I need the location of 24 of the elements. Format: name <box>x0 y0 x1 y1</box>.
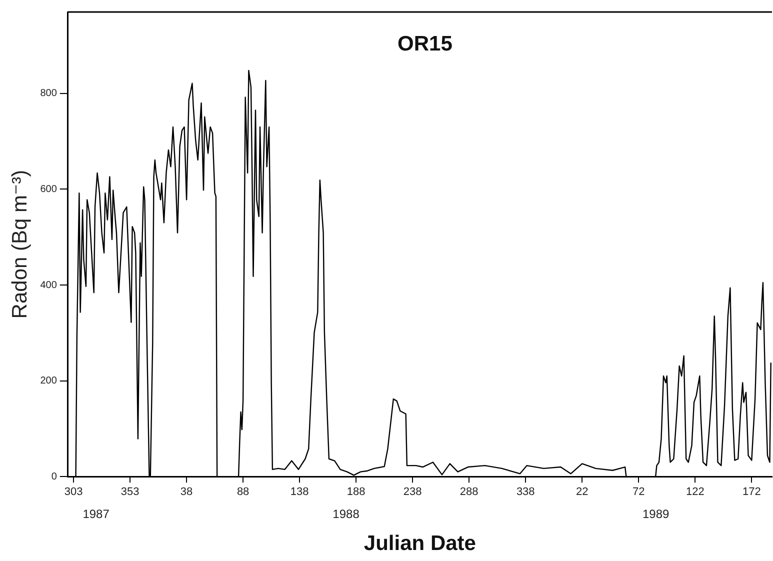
x-tick-label: 138 <box>290 486 309 498</box>
x-axis-title: Julian Date <box>364 532 476 556</box>
y-axis-title: Radon (Bq m⁻³) <box>8 170 32 319</box>
x-tick-label: 303 <box>64 486 83 498</box>
y-tick-label: 400 <box>40 280 58 291</box>
y-tick-label: 800 <box>40 88 58 100</box>
x-tick-label: 288 <box>460 486 478 498</box>
x-tick-label: 88 <box>236 486 250 498</box>
x-tick-label: 172 <box>742 486 761 498</box>
x-tick-label: 72 <box>632 486 645 498</box>
text: 1989 <box>642 506 670 521</box>
x-tick-label: 353 <box>120 486 140 498</box>
text: 1987 <box>82 506 110 521</box>
x-tick-label: 22 <box>576 486 588 498</box>
x-tick-label: 38 <box>180 486 193 498</box>
y-tick-label: 0 <box>51 471 58 482</box>
x-tick-label: 338 <box>516 486 535 498</box>
text: 1988 <box>332 506 360 521</box>
x-tick-label: 238 <box>403 486 422 498</box>
x-tick-label: 188 <box>346 486 366 498</box>
y-tick-label: 200 <box>40 376 58 387</box>
text: OR15 <box>398 32 453 56</box>
x-tick-label: 122 <box>686 486 704 498</box>
y-tick-label: 600 <box>40 184 58 195</box>
